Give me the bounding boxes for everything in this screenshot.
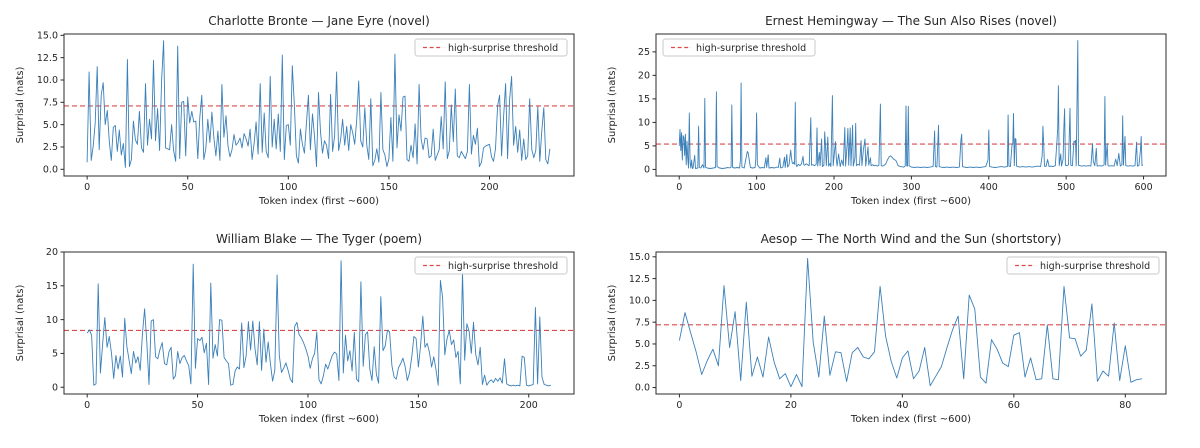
legend-label: high-surprise threshold: [448, 43, 558, 54]
axes-spines: [655, 251, 1167, 395]
legend-box: [662, 38, 816, 57]
surprisal-line: [678, 258, 1143, 388]
y-tick-label: 10.0: [37, 75, 58, 86]
legend-label: high-surprise threshold: [448, 261, 558, 272]
y-tick-label: 5.0: [635, 339, 650, 350]
y-axis-label: Surprisal (nats): [607, 285, 618, 362]
x-tick-label: 0: [676, 400, 682, 411]
y-tick-label: 12.5: [629, 274, 650, 285]
x-tick-label: 400: [980, 182, 998, 193]
y-tick-label: 5: [644, 141, 650, 152]
legend-label: high-surprise threshold: [696, 43, 806, 54]
x-tick-label: 0: [676, 182, 682, 193]
y-tick-label: 2.5: [43, 142, 58, 153]
x-tick-label: 50: [182, 182, 194, 193]
axes-spines: [63, 33, 575, 177]
chart-the-tyger: 0 50 100 150 200 0 5 10 15 20 William Blake — The …: [12, 226, 584, 430]
y-tick-label: 7.5: [43, 98, 58, 109]
y-tick-label: 7.5: [635, 317, 650, 328]
y-tick-label: 10.0: [629, 296, 650, 307]
chart-jane-eyre: 0 50 100 150 200 0.0 2.5 5.0 7.5 10.0 12.5 15.0 Char…: [12, 8, 584, 212]
x-tick-label: 80: [1119, 400, 1131, 411]
y-tick-label: 2.5: [635, 361, 650, 372]
x-tick-label: 0: [84, 182, 90, 193]
legend-box: [414, 38, 568, 57]
surprisal-line: [86, 40, 551, 168]
legend-box: [414, 256, 568, 275]
x-tick-label: 200: [520, 400, 538, 411]
y-tick-label: 0: [52, 382, 58, 393]
x-tick-label: 40: [896, 400, 908, 411]
chart-title: Ernest Hemingway — The Sun Also Rises (n…: [765, 14, 1057, 28]
x-axis-label: Token index (first ~600): [850, 196, 971, 207]
x-tick-label: 150: [380, 182, 398, 193]
y-tick-label: 25: [638, 47, 650, 58]
legend-box: [1006, 256, 1160, 275]
y-tick-label: 15: [638, 94, 650, 105]
chart-title: Charlotte Bronte — Jane Eyre (novel): [208, 14, 430, 28]
x-tick-label: 150: [409, 400, 427, 411]
x-axis-label: Token index (first ~600): [258, 196, 379, 207]
x-tick-label: 200: [480, 182, 498, 193]
surprisal-line: [678, 40, 1144, 169]
y-tick-label: 10: [638, 118, 650, 129]
x-tick-label: 600: [1134, 182, 1152, 193]
chart-title: William Blake — The Tyger (poem): [216, 232, 422, 246]
chart-title: Aesop — The North Wind and the Sun (shor…: [761, 232, 1062, 246]
y-tick-label: 20: [46, 247, 58, 258]
chart-sun-also-rises: 0 100 200 300 400 500 600 0 5 10 15 20 25 Ernest Hemi…: [604, 8, 1176, 212]
y-tick-label: 15.0: [37, 31, 58, 42]
axes-spines: [63, 251, 575, 395]
legend-label: high-surprise threshold: [1040, 261, 1150, 272]
x-tick-label: 100: [279, 182, 297, 193]
surprisal-line: [86, 260, 551, 387]
x-tick-label: 300: [902, 182, 920, 193]
y-tick-label: 0: [644, 165, 650, 176]
x-tick-label: 100: [748, 182, 766, 193]
x-axis-label: Token index (first ~600): [258, 414, 379, 425]
y-axis-label: Surprisal (nats): [15, 285, 26, 362]
x-tick-label: 200: [825, 182, 843, 193]
y-tick-label: 15.0: [629, 252, 650, 263]
x-tick-label: 50: [192, 400, 204, 411]
y-tick-label: 0.0: [635, 383, 650, 394]
y-tick-label: 12.5: [37, 53, 58, 64]
x-tick-label: 100: [299, 400, 317, 411]
y-axis-label: Surprisal (nats): [15, 67, 26, 144]
x-axis-label: Token index (first ~600): [850, 414, 971, 425]
y-axis-label: Surprisal (nats): [607, 67, 618, 144]
y-tick-label: 0.0: [43, 165, 58, 176]
x-tick-label: 20: [785, 400, 797, 411]
y-tick-label: 5: [52, 349, 58, 360]
x-tick-label: 500: [1057, 182, 1075, 193]
chart-north-wind-and-sun: 0 20 40 60 80 0.0 2.5 5.0 7.5 10.0 12.5 15.0 Aesop —…: [604, 226, 1176, 430]
y-tick-label: 10: [46, 315, 58, 326]
x-tick-label: 60: [1008, 400, 1020, 411]
y-tick-label: 20: [638, 71, 650, 82]
y-tick-label: 15: [46, 281, 58, 292]
x-tick-label: 0: [84, 400, 90, 411]
y-tick-label: 5.0: [43, 120, 58, 131]
surprisal-figure: 0 50 100 150 200 0.0 2.5 5.0 7.5 10.0 12.5 15.0 Char…: [12, 8, 1176, 430]
